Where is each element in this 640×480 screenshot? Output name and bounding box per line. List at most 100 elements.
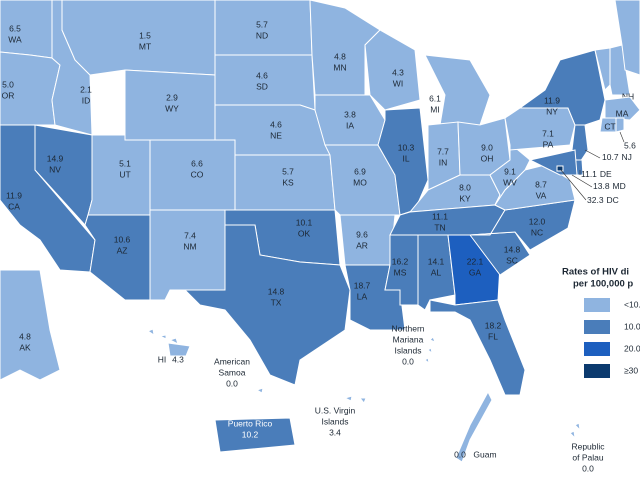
region-label: Islands [395, 345, 422, 355]
region-label: OK [298, 228, 311, 238]
region-value: 10.3 [398, 142, 415, 152]
legend-swatch [584, 298, 610, 312]
legend-title: Rates of HIV di [562, 267, 629, 278]
region-value: 9.1 [504, 166, 516, 176]
region-label: AL [431, 267, 442, 277]
region-shape [569, 430, 576, 440]
region-label: NV [49, 164, 61, 174]
region-label: KY [459, 193, 471, 203]
region-label: SC [506, 255, 518, 265]
region-label: IN [439, 157, 448, 167]
region-label: Republic [571, 441, 605, 451]
region-shape [609, 44, 631, 96]
region-value: 7.7 [437, 146, 449, 156]
region-value: 5.1 [119, 158, 131, 168]
region-label: UT [119, 169, 130, 179]
region-shape [556, 165, 564, 172]
region-value: 14.9 [47, 153, 64, 163]
region-label: MI [430, 104, 439, 114]
legend-title: per 100,000 p [573, 279, 633, 290]
region-value: 5.7 [256, 19, 268, 29]
region-shape [0, 0, 53, 59]
region-shape [255, 387, 264, 394]
region-shape [364, 29, 421, 111]
region-value: 22.1 [467, 256, 484, 266]
region-label: WA [8, 34, 22, 44]
region-inline-label: 11.1 DE [581, 169, 612, 179]
region-value: 4.6 [270, 119, 282, 129]
legend-swatch [584, 364, 610, 378]
region-value: 10.6 [114, 234, 131, 244]
region-shape [614, 0, 640, 76]
region-shape [168, 337, 179, 345]
region-value: 9.6 [356, 229, 368, 239]
region-value: 2.9 [166, 92, 178, 102]
region-label: MS [394, 267, 407, 277]
region-shape [469, 199, 576, 251]
region-value: 11.9 [6, 190, 22, 200]
region-label: NM [183, 241, 196, 251]
region-value: 4.8 [334, 51, 346, 61]
region-label: IL [402, 153, 409, 163]
region-shape [358, 397, 367, 404]
region-label: Islands [322, 416, 349, 426]
region-label: ID [82, 95, 91, 105]
leader-line [560, 169, 587, 201]
region-shape [424, 357, 430, 365]
region-shape [146, 328, 155, 337]
region-value: 8.0 [459, 182, 471, 192]
region-label: NE [270, 130, 282, 140]
region-label: NH [622, 91, 634, 101]
region-label: VA [536, 190, 547, 200]
region-value: 3.8 [344, 109, 356, 119]
region-value: 11.9 [544, 95, 560, 105]
region-label: MN [333, 62, 346, 72]
region-label: PA [543, 139, 554, 149]
region-label: DC [607, 195, 619, 205]
region-label: DE [600, 169, 612, 179]
region-value: 0.0 [582, 463, 594, 473]
region-label: NJ [622, 152, 632, 162]
region-value: 6.9 [354, 166, 366, 176]
region-inline-label: 32.3 DC [587, 195, 619, 205]
region-label: MT [139, 41, 151, 51]
region-label: WI [393, 78, 403, 88]
region-shape [158, 334, 167, 340]
legend-label: ≥30 [624, 365, 638, 375]
region-label: FL [488, 331, 498, 341]
region-shape [343, 395, 353, 402]
region-shape [167, 342, 191, 357]
region-value: 10.2 [242, 429, 259, 439]
region-label: LA [357, 291, 368, 301]
region-shape [571, 124, 589, 167]
region-value: 1.5 [139, 30, 151, 40]
region-value: 14.8 [504, 244, 521, 254]
leader-line [571, 174, 593, 188]
region-value: 0.0 [454, 449, 466, 459]
region-label: TN [434, 222, 445, 232]
region-label: MA [616, 108, 629, 118]
region-label: American [214, 356, 250, 366]
region-inline-label: 13.8 MD [593, 181, 626, 191]
region-value: 14.8 [268, 286, 285, 296]
region-label: NC [531, 227, 543, 237]
region-label: MD [613, 181, 626, 191]
region-value: 5.0 [2, 79, 14, 89]
region-label: CT [604, 121, 615, 131]
region-value: 16.2 [392, 256, 409, 266]
region-value: 0.0 [402, 356, 414, 366]
region-shape [489, 144, 531, 206]
region-value: 7.1 [542, 128, 554, 138]
region-shape [604, 96, 640, 121]
region-value: 6.1 [429, 93, 441, 103]
region-label: Mariana [393, 334, 424, 344]
region-label: GA [469, 267, 482, 277]
region-label: of Palau [572, 452, 603, 462]
region-shape [455, 390, 493, 463]
region-shape [309, 0, 381, 96]
region-label: Northern [391, 323, 424, 333]
region-value: 18.2 [485, 320, 502, 330]
region-value: 12.0 [529, 216, 546, 226]
region-value: 6.5 [9, 23, 21, 33]
